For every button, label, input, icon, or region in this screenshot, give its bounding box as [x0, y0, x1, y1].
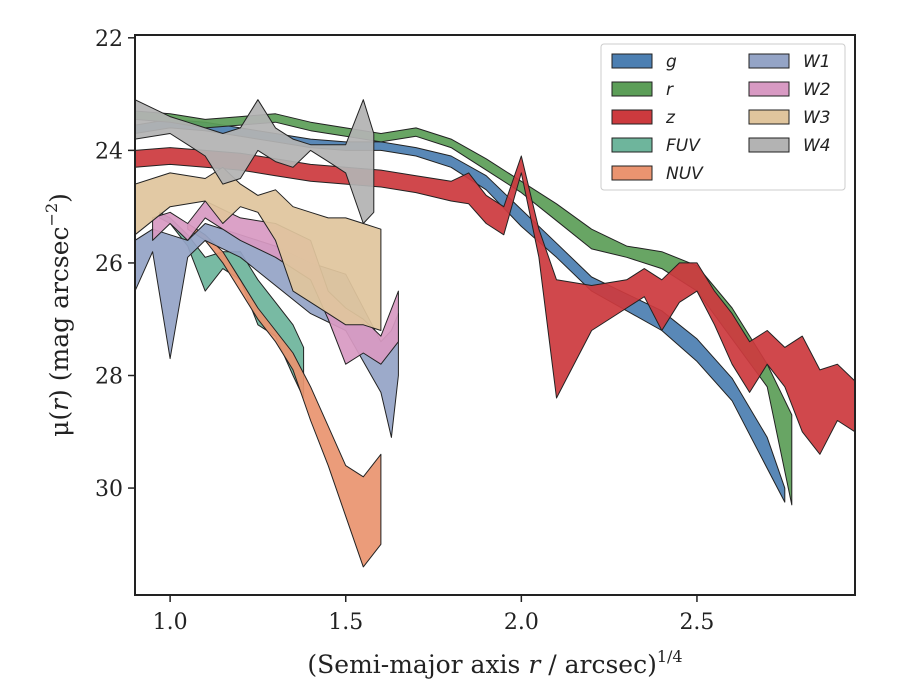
legend-item-nuv: NUV	[611, 164, 704, 184]
legend-swatch	[611, 81, 653, 97]
y-axis-label-pre: μ(	[45, 411, 74, 437]
y-tick-label: 22	[95, 27, 123, 52]
profile-areas	[135, 99, 855, 568]
area-nuv	[187, 223, 382, 568]
y-axis-label-mid: ) (mag arcsec	[45, 226, 74, 399]
legend-item-fuv: FUV	[611, 136, 701, 156]
legend-item-w2: W2	[748, 80, 831, 100]
legend-item-r: r	[611, 80, 674, 100]
x-axis: 1.0 1.5 2.0 2.5	[153, 595, 714, 635]
x-axis-label-sup: 1/4	[657, 647, 683, 666]
x-tick-label: 1.0	[153, 610, 188, 635]
y-tick-label: 28	[95, 365, 123, 390]
legend-label: g	[666, 52, 677, 72]
legend-swatch	[611, 109, 653, 125]
legend-label: W2	[803, 80, 831, 100]
legend-label: z	[665, 108, 676, 128]
legend-item-w4: W4	[748, 136, 831, 156]
x-tick-label: 1.5	[328, 610, 363, 635]
y-axis-label: μ(r) (mag arcsec−2)	[42, 193, 74, 437]
legend-item-g: g	[611, 52, 677, 72]
legend-label: NUV	[666, 164, 704, 184]
legend-swatch	[748, 81, 790, 97]
legend-swatch	[748, 137, 790, 153]
area-w4	[135, 99, 375, 224]
plot-frame	[134, 34, 856, 596]
y-tick-label: 26	[95, 252, 123, 277]
legend-label: FUV	[666, 136, 701, 156]
y-axis-label-sup: −2	[42, 203, 61, 227]
area-w3	[135, 166, 382, 331]
legend: grz FUV NUV W1 W2 W3 W4	[600, 43, 846, 191]
legend-swatch	[748, 53, 790, 69]
x-axis-label-post: / arcsec)	[540, 650, 657, 679]
y-axis: 22 24 26 28 30	[95, 27, 135, 502]
legend-swatch	[748, 109, 790, 125]
legend-label: r	[666, 80, 674, 100]
x-axis-label-pre: (Semi-major axis	[307, 650, 528, 679]
y-axis-label-post: )	[45, 193, 74, 203]
legend-label: W3	[803, 108, 831, 128]
legend-item-z: z	[611, 108, 676, 128]
x-axis-label: (Semi-major axis r / arcsec)1/4	[307, 647, 682, 679]
legend-item-w1: W1	[748, 52, 831, 72]
x-axis-label-var: r	[528, 650, 542, 679]
y-tick-label: 30	[95, 477, 123, 502]
legend-item-w3: W3	[748, 108, 831, 128]
x-tick-label: 2.5	[679, 610, 714, 635]
legend-box	[600, 43, 846, 191]
y-tick-label: 24	[95, 139, 123, 164]
x-tick-label: 2.0	[504, 610, 539, 635]
area-w2	[152, 200, 399, 365]
legend-label: W1	[803, 52, 831, 72]
legend-label: W4	[803, 136, 831, 156]
legend-swatch	[611, 137, 653, 153]
y-axis-label-var: r	[45, 397, 74, 411]
area-z	[135, 147, 855, 455]
legend-swatch	[611, 53, 653, 69]
legend-swatch	[611, 165, 653, 181]
